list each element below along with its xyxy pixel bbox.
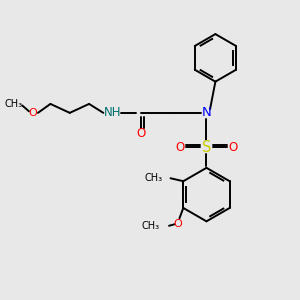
- Text: O: O: [174, 219, 182, 229]
- Text: CH₃: CH₃: [144, 173, 163, 183]
- Text: O: O: [28, 108, 37, 118]
- Text: O: O: [136, 127, 146, 140]
- Text: S: S: [202, 140, 211, 154]
- Text: O: O: [229, 140, 238, 154]
- Text: CH₃: CH₃: [4, 99, 22, 109]
- Text: CH₃: CH₃: [142, 221, 160, 231]
- Text: NH: NH: [104, 106, 122, 119]
- Text: O: O: [175, 140, 184, 154]
- Text: N: N: [202, 106, 211, 119]
